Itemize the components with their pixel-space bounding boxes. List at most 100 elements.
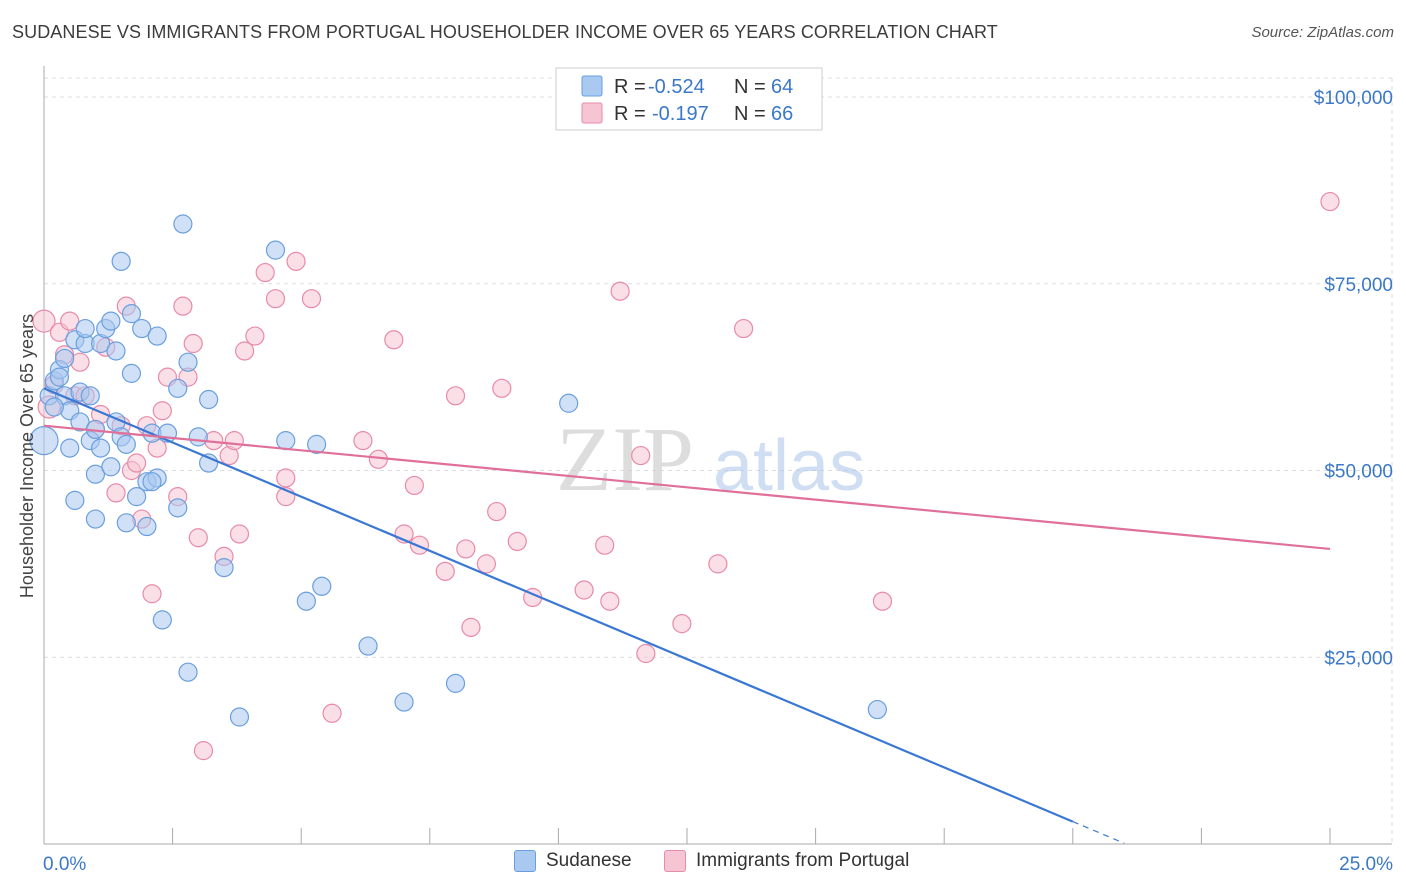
- bottom-legend-portugal-label: Immigrants from Portugal: [696, 850, 910, 871]
- legend-n-value-2: 66: [771, 103, 793, 125]
- sudanese-point: [132, 318, 152, 339]
- bottom-legend-sudanese-label: Sudanese: [546, 850, 632, 871]
- sudanese-trend-line: [43, 387, 1074, 823]
- sudanese-point: [137, 516, 157, 537]
- portugal-point: [445, 386, 466, 406]
- sudanese-point: [126, 487, 147, 507]
- portugal-point: [229, 524, 250, 544]
- portugal-point: [872, 591, 893, 611]
- portugal-point: [301, 289, 322, 309]
- sudanese-point: [54, 348, 75, 369]
- portugal-point: [286, 251, 306, 271]
- portugal-point: [193, 741, 214, 761]
- portugal-point: [610, 281, 630, 301]
- portugal-swatch: [664, 850, 686, 872]
- sudanese-swatch: [514, 850, 536, 872]
- portugal-point: [106, 483, 126, 503]
- sudanese-point: [358, 636, 378, 656]
- sudanese-point: [49, 367, 70, 387]
- y-tick-label: $50,000: [1324, 462, 1393, 483]
- portugal-point: [492, 378, 512, 398]
- sudanese-point: [111, 251, 131, 271]
- sudanese-point: [173, 214, 193, 234]
- sudanese-point: [75, 318, 95, 339]
- portugal-point: [188, 528, 208, 548]
- legend: R = -0.524 N = 64 R = -0.197 N = 66: [555, 67, 823, 131]
- portugal-point: [631, 445, 651, 466]
- portugal-point: [461, 617, 481, 637]
- sudanese-point: [199, 389, 219, 410]
- bottom-legend: Sudanese Immigrants from Portugal: [0, 850, 1406, 880]
- chart-title: SUDANESE VS IMMIGRANTS FROM PORTUGAL HOU…: [12, 22, 998, 42]
- x-tick-labels: 0.0% 25.0%: [43, 854, 1393, 875]
- sudanese-point: [307, 434, 327, 454]
- sudanese-point: [106, 341, 126, 361]
- legend-n-label-2: N =: [734, 103, 766, 125]
- legend-n-label-1: N =: [734, 76, 766, 98]
- bottom-legend-sudanese: Sudanese: [514, 850, 632, 872]
- portugal-point: [636, 643, 656, 664]
- portugal-point: [322, 703, 342, 723]
- sudanese-point: [178, 662, 198, 682]
- sudanese-point: [60, 438, 80, 458]
- y-tick-label: $75,000: [1324, 275, 1393, 296]
- portugal-point: [409, 535, 430, 555]
- sudanese-point: [121, 363, 142, 383]
- portugal-point: [32, 309, 56, 333]
- sudanese-point: [116, 513, 136, 533]
- portugal-trend-line: [43, 424, 1331, 551]
- portugal-point: [384, 330, 404, 350]
- portugal-point: [733, 318, 754, 339]
- sudanese-point: [188, 427, 208, 447]
- bottom-legend-portugal: Immigrants from Portugal: [664, 850, 909, 872]
- x-tick-label-max: 25.0%: [1339, 854, 1393, 875]
- sudanese-point: [394, 692, 414, 712]
- sudanese-point: [85, 509, 106, 529]
- sudanese-trend-extension: [1072, 821, 1125, 844]
- portugal-point: [183, 333, 203, 354]
- portugal-point: [600, 591, 620, 611]
- sudanese-point: [101, 457, 121, 477]
- legend-swatch-sudanese: [581, 75, 603, 97]
- portugal-point: [487, 501, 507, 522]
- y-axis-label: Householder Income Over 65 years: [17, 314, 37, 598]
- sudanese-point: [168, 378, 188, 398]
- portugal-point: [245, 326, 265, 346]
- sudanese-point: [168, 498, 188, 518]
- sudanese-point: [152, 610, 172, 630]
- sudanese-point: [80, 386, 100, 406]
- portugal-point: [126, 453, 147, 473]
- portugal-point: [708, 554, 728, 574]
- watermark: ZIP atlas: [556, 408, 865, 510]
- legend-r-value-2: -0.197: [652, 103, 709, 125]
- sudanese-point: [214, 558, 234, 578]
- source-note: Source: ZipAtlas.com: [1251, 24, 1394, 41]
- legend-swatch-portugal: [581, 102, 603, 124]
- portugal-point: [507, 531, 527, 552]
- y-tick-label: $100,000: [1314, 88, 1393, 109]
- legend-n-value-1: 64: [771, 76, 793, 98]
- sudanese-point: [65, 490, 85, 510]
- portugal-point: [1320, 191, 1340, 212]
- portugal-point: [353, 431, 373, 451]
- portugal-point: [60, 311, 80, 331]
- sudanese-point: [147, 326, 167, 346]
- trend-lines: [43, 387, 1331, 844]
- sudanese-point: [296, 591, 316, 611]
- sudanese-point: [116, 434, 136, 454]
- portugal-point: [255, 262, 275, 283]
- portugal-point: [476, 554, 496, 574]
- y-tick-label: $25,000: [1324, 648, 1393, 669]
- sudanese-point: [85, 464, 106, 484]
- portugal-point: [276, 468, 296, 488]
- series-portugal-points: [32, 191, 1340, 761]
- sudanese-point: [559, 393, 579, 413]
- portugal-point: [265, 289, 286, 309]
- portugal-point: [235, 341, 255, 361]
- portugal-point: [173, 296, 193, 316]
- sudanese-point: [867, 699, 887, 720]
- x-tick-label-min: 0.0%: [43, 854, 86, 875]
- sudanese-point: [121, 304, 142, 324]
- portugal-point: [672, 614, 692, 634]
